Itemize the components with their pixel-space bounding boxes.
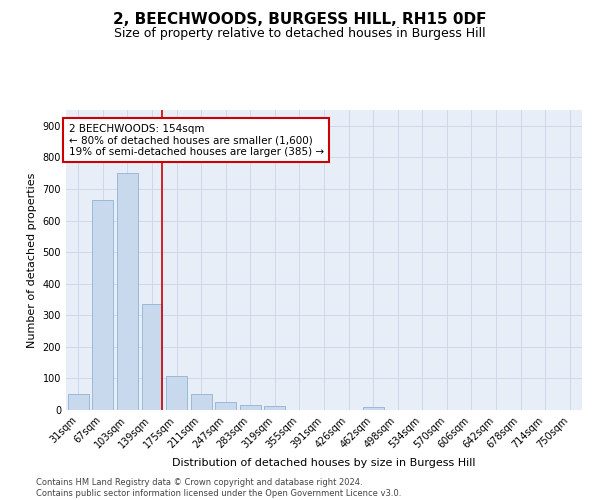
Text: Size of property relative to detached houses in Burgess Hill: Size of property relative to detached ho… bbox=[114, 28, 486, 40]
Bar bbox=[265, 406, 286, 410]
Bar bbox=[117, 173, 138, 410]
Bar bbox=[68, 394, 89, 410]
Text: 2, BEECHWOODS, BURGESS HILL, RH15 0DF: 2, BEECHWOODS, BURGESS HILL, RH15 0DF bbox=[113, 12, 487, 28]
X-axis label: Distribution of detached houses by size in Burgess Hill: Distribution of detached houses by size … bbox=[172, 458, 476, 468]
Bar bbox=[215, 402, 236, 410]
Bar bbox=[191, 394, 212, 410]
Bar bbox=[362, 407, 383, 410]
Y-axis label: Number of detached properties: Number of detached properties bbox=[27, 172, 37, 348]
Bar bbox=[142, 304, 163, 410]
Bar bbox=[166, 376, 187, 410]
Text: Contains HM Land Registry data © Crown copyright and database right 2024.
Contai: Contains HM Land Registry data © Crown c… bbox=[36, 478, 401, 498]
Text: 2 BEECHWOODS: 154sqm
← 80% of detached houses are smaller (1,600)
19% of semi-de: 2 BEECHWOODS: 154sqm ← 80% of detached h… bbox=[68, 124, 324, 156]
Bar bbox=[240, 404, 261, 410]
Bar bbox=[92, 200, 113, 410]
